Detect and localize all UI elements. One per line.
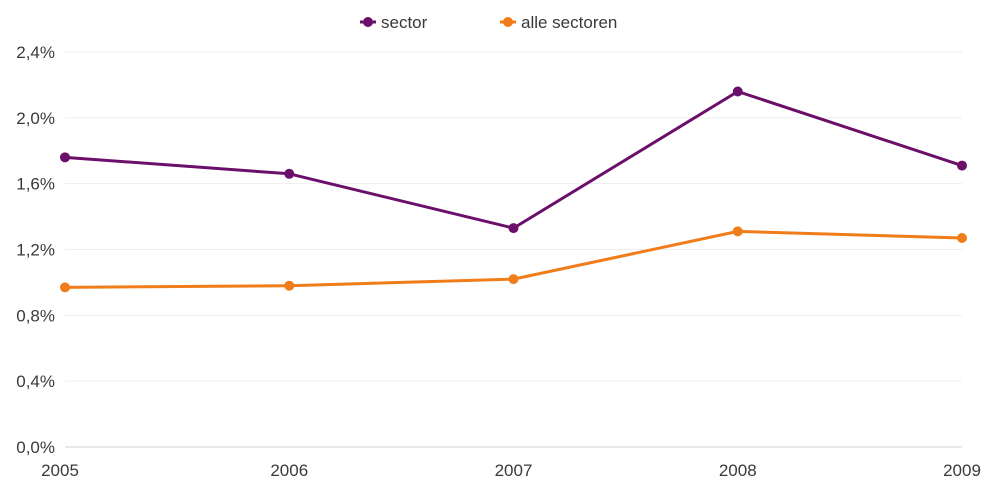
- legend-swatch-dot: [363, 17, 373, 27]
- series-layer: [60, 86, 967, 293]
- y-tick-label: 2,4%: [16, 43, 55, 62]
- y-tick-label: 1,2%: [16, 241, 55, 260]
- x-tick-label: 2007: [495, 461, 533, 480]
- gridlines: [65, 51, 962, 382]
- legend-label: alle sectoren: [521, 13, 617, 32]
- data-point: [508, 223, 519, 234]
- data-point: [732, 86, 743, 97]
- y-tick-label: 2,0%: [16, 109, 55, 128]
- legend-item-alle-sectoren: alle sectoren: [500, 13, 617, 32]
- data-point: [732, 226, 743, 237]
- data-point: [957, 232, 967, 243]
- data-point: [60, 282, 70, 293]
- y-tick-label: 0,0%: [16, 438, 55, 457]
- data-point: [60, 152, 70, 163]
- x-tick-label: 2006: [270, 461, 308, 480]
- x-axis: 2005 2006 2007 2008 2009: [41, 461, 981, 480]
- data-point: [508, 274, 519, 285]
- legend-item-sector: sector: [360, 13, 428, 32]
- legend-swatch-dot: [503, 17, 513, 27]
- data-point: [284, 168, 295, 179]
- x-tick-label: 2005: [41, 461, 79, 480]
- x-tick-label: 2009: [943, 461, 981, 480]
- legend: sector alle sectoren: [360, 13, 617, 32]
- x-tick-label: 2008: [719, 461, 757, 480]
- y-axis: 0,0% 0,4% 0,8% 1,2% 1,6% 2,0% 2,4%: [16, 43, 962, 457]
- series-line-sector: [64, 90, 963, 230]
- data-point: [284, 280, 295, 291]
- data-point: [957, 160, 967, 171]
- legend-label: sector: [381, 13, 428, 32]
- y-tick-label: 0,4%: [16, 372, 55, 391]
- y-tick-label: 0,8%: [16, 306, 55, 325]
- y-tick-label: 1,6%: [16, 175, 55, 194]
